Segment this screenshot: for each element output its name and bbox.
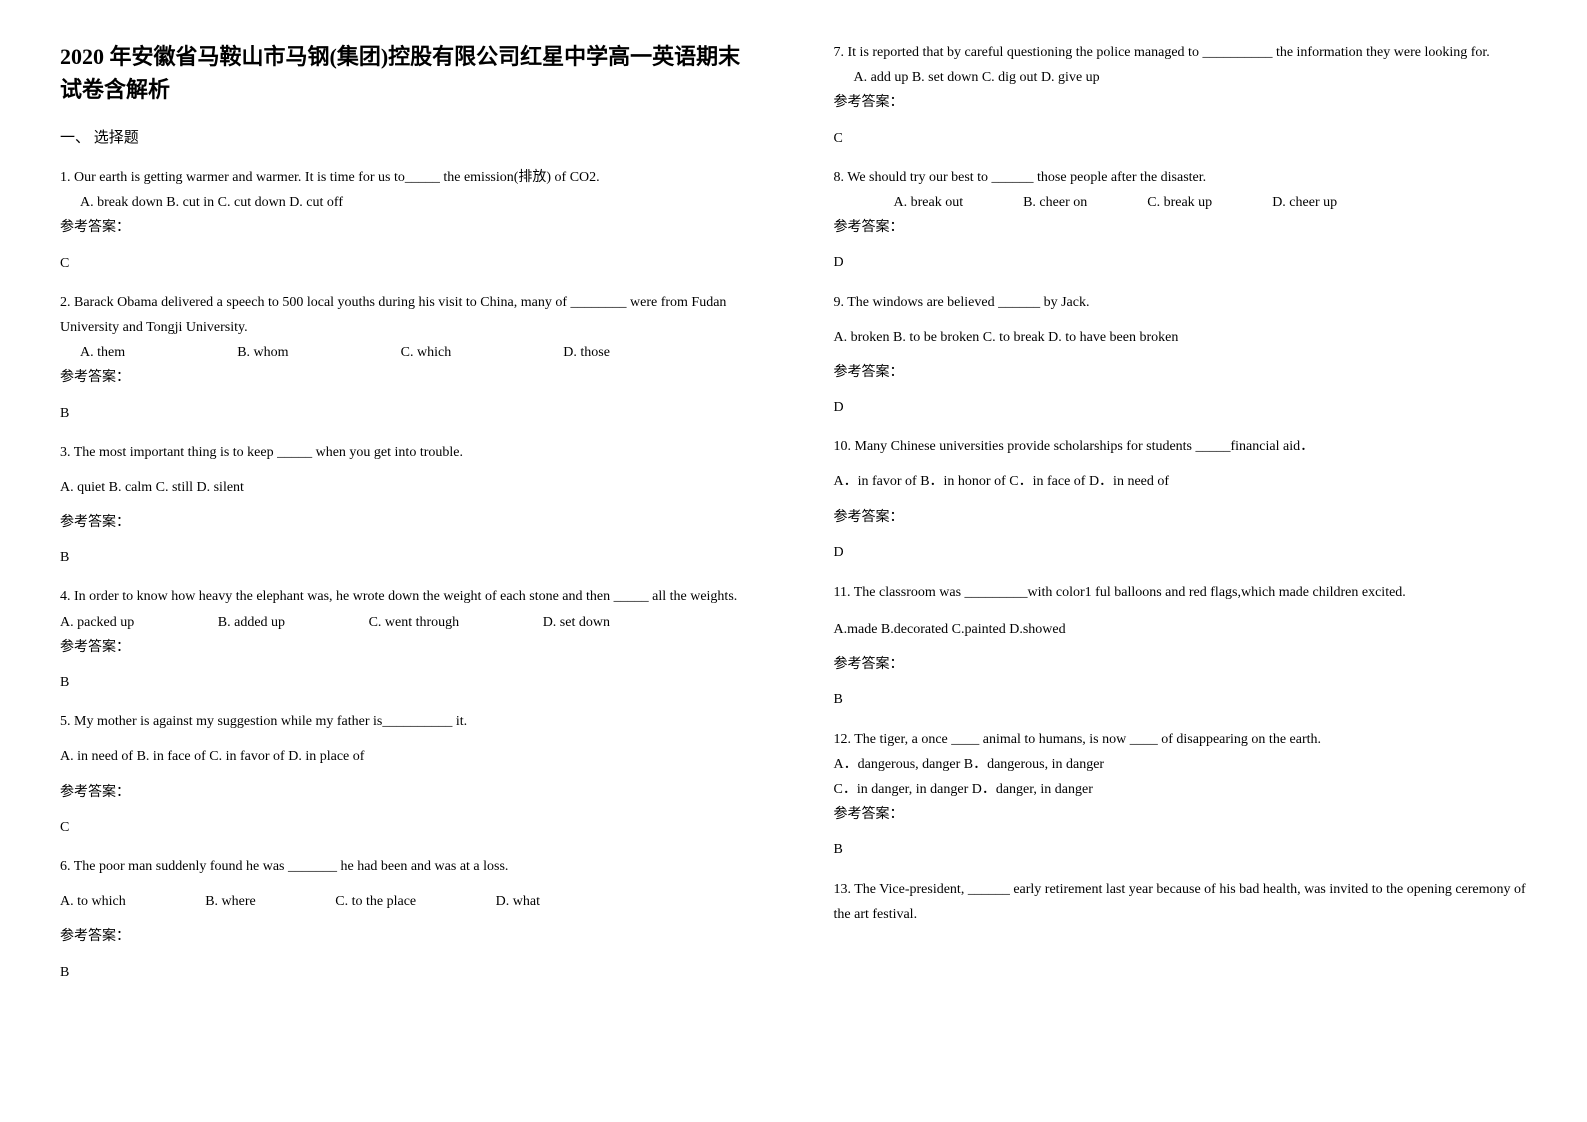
- answer-value: B: [834, 687, 1528, 712]
- answer-label: 参考答案：: [834, 652, 1528, 677]
- option-a: A. to which: [60, 889, 126, 914]
- option-c: C. break up: [1147, 190, 1212, 215]
- question-text: 13. The Vice-president, ______ early ret…: [834, 877, 1528, 927]
- question-text: 10. Many Chinese universities provide sc…: [834, 434, 1528, 459]
- option-d: D. those: [563, 340, 610, 365]
- question-text: 8. We should try our best to ______ thos…: [834, 165, 1528, 190]
- option-c: C. to the place: [335, 889, 416, 914]
- question-options: A. break out B. cheer on C. break up D. …: [834, 190, 1528, 215]
- question-options: A. in need of B. in face of C. in favor …: [60, 744, 754, 769]
- question-text: 4. In order to know how heavy the elepha…: [60, 584, 754, 609]
- question-text: 5. My mother is against my suggestion wh…: [60, 709, 754, 734]
- question-text: 2. Barack Obama delivered a speech to 50…: [60, 290, 754, 340]
- question-options: A. add up B. set down C. dig out D. give…: [834, 65, 1528, 90]
- answer-value: D: [834, 395, 1528, 420]
- answer-value: D: [834, 250, 1528, 275]
- question-text: 3. The most important thing is to keep _…: [60, 440, 754, 465]
- question-options: A. packed up B. added up C. went through…: [60, 610, 610, 635]
- question-text: 11. The classroom was _________with colo…: [834, 579, 1528, 607]
- answer-label: 参考答案：: [60, 924, 754, 949]
- option-d: D. what: [496, 889, 540, 914]
- question-12: 12. The tiger, a once ____ animal to hum…: [834, 727, 1528, 863]
- answer-value: C: [60, 251, 754, 276]
- question-text: 12. The tiger, a once ____ animal to hum…: [834, 727, 1528, 752]
- question-10: 10. Many Chinese universities provide sc…: [834, 434, 1528, 565]
- option-b: B. added up: [218, 610, 285, 635]
- option-a: A. them: [80, 340, 125, 365]
- question-options: A.made B.decorated C.painted D.showed: [834, 617, 1528, 642]
- answer-label: 参考答案：: [834, 215, 1528, 240]
- left-column: 2020 年安徽省马鞍山市马钢(集团)控股有限公司红星中学高一英语期末试卷含解析…: [60, 40, 754, 999]
- answer-label: 参考答案：: [834, 802, 1528, 827]
- question-options: A. to which B. where C. to the place D. …: [60, 889, 540, 914]
- answer-label: 参考答案：: [60, 635, 754, 660]
- option-a: A. packed up: [60, 610, 134, 635]
- document-title: 2020 年安徽省马鞍山市马钢(集团)控股有限公司红星中学高一英语期末试卷含解析: [60, 40, 754, 106]
- question-options: A. quiet B. calm C. still D. silent: [60, 475, 754, 500]
- answer-value: C: [60, 815, 754, 840]
- option-a: A. break out: [894, 190, 964, 215]
- question-options-line2: C．in danger, in danger D．danger, in dang…: [834, 777, 1528, 802]
- question-options-line1: A．dangerous, danger B．dangerous, in dang…: [834, 752, 1528, 777]
- question-7: 7. It is reported that by careful questi…: [834, 40, 1528, 151]
- answer-label: 参考答案：: [834, 360, 1528, 385]
- answer-value: B: [834, 837, 1528, 862]
- question-options: A. them B. whom C. which D. those: [60, 340, 610, 365]
- question-text: 9. The windows are believed ______ by Ja…: [834, 290, 1528, 315]
- answer-label: 参考答案：: [60, 510, 754, 535]
- question-3: 3. The most important thing is to keep _…: [60, 440, 754, 571]
- question-13: 13. The Vice-president, ______ early ret…: [834, 877, 1528, 927]
- answer-value: C: [834, 126, 1528, 151]
- option-d: D. cheer up: [1272, 190, 1337, 215]
- question-9: 9. The windows are believed ______ by Ja…: [834, 290, 1528, 421]
- question-text: 6. The poor man suddenly found he was __…: [60, 854, 754, 879]
- option-c: C. which: [401, 340, 452, 365]
- option-d: D. set down: [543, 610, 610, 635]
- answer-label: 参考答案：: [834, 505, 1528, 530]
- question-options: A. broken B. to be broken C. to break D.…: [834, 325, 1528, 350]
- answer-label: 参考答案：: [60, 365, 754, 390]
- option-b: B. cheer on: [1023, 190, 1087, 215]
- question-8: 8. We should try our best to ______ thos…: [834, 165, 1528, 276]
- answer-label: 参考答案：: [834, 90, 1528, 115]
- question-options: A. break down B. cut in C. cut down D. c…: [60, 190, 754, 215]
- question-11: 11. The classroom was _________with colo…: [834, 579, 1528, 713]
- question-text: 7. It is reported that by careful questi…: [834, 40, 1528, 65]
- question-options: A．in favor of B．in honor of C．in face of…: [834, 469, 1528, 494]
- answer-value: B: [60, 545, 754, 570]
- page-container: 2020 年安徽省马鞍山市马钢(集团)控股有限公司红星中学高一英语期末试卷含解析…: [60, 40, 1527, 999]
- section-header: 一、 选择题: [60, 126, 754, 147]
- question-text: 1. Our earth is getting warmer and warme…: [60, 165, 754, 190]
- answer-label: 参考答案：: [60, 780, 754, 805]
- question-4: 4. In order to know how heavy the elepha…: [60, 584, 754, 695]
- answer-value: B: [60, 401, 754, 426]
- question-1: 1. Our earth is getting warmer and warme…: [60, 165, 754, 276]
- right-column: 7. It is reported that by careful questi…: [834, 40, 1528, 999]
- option-c: C. went through: [369, 610, 460, 635]
- answer-value: B: [60, 670, 754, 695]
- question-5: 5. My mother is against my suggestion wh…: [60, 709, 754, 840]
- answer-value: B: [60, 960, 754, 985]
- answer-label: 参考答案：: [60, 215, 754, 240]
- answer-value: D: [834, 540, 1528, 565]
- question-2: 2. Barack Obama delivered a speech to 50…: [60, 290, 754, 426]
- option-b: B. where: [205, 889, 256, 914]
- question-6: 6. The poor man suddenly found he was __…: [60, 854, 754, 985]
- option-b: B. whom: [237, 340, 288, 365]
